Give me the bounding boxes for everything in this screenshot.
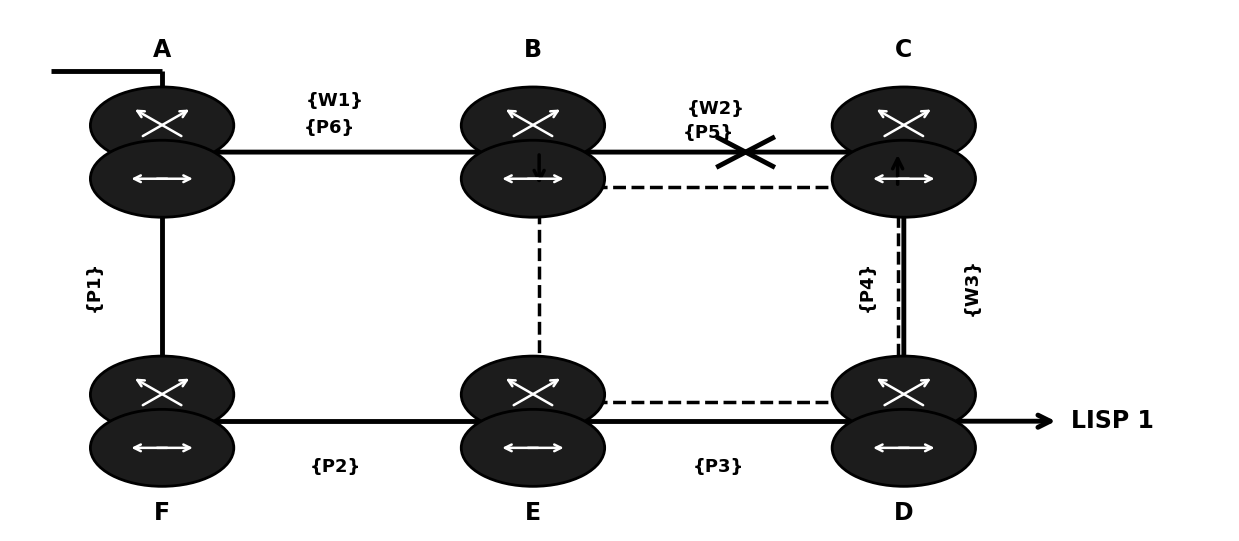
Text: {W1}: {W1} bbox=[306, 92, 364, 110]
Ellipse shape bbox=[461, 410, 605, 486]
Ellipse shape bbox=[833, 356, 975, 433]
Text: C: C bbox=[896, 38, 912, 62]
Text: B: B bbox=[524, 38, 541, 62]
Ellipse shape bbox=[461, 140, 605, 217]
Ellipse shape bbox=[833, 140, 975, 217]
Text: {P5}: {P5} bbox=[683, 124, 735, 142]
Ellipse shape bbox=[833, 410, 975, 486]
Ellipse shape bbox=[833, 87, 975, 164]
Text: {P6}: {P6} bbox=[304, 119, 354, 137]
Text: E: E bbox=[525, 501, 541, 525]
Bar bbox=[539, 187, 897, 403]
Text: F: F bbox=[154, 501, 170, 525]
Ellipse shape bbox=[90, 140, 234, 217]
Text: {P1}: {P1} bbox=[85, 261, 103, 312]
Text: {W2}: {W2} bbox=[686, 100, 745, 118]
Ellipse shape bbox=[90, 410, 234, 486]
Text: {W3}: {W3} bbox=[963, 258, 981, 315]
Ellipse shape bbox=[461, 87, 605, 164]
Ellipse shape bbox=[90, 87, 234, 164]
Text: D: D bbox=[895, 501, 913, 525]
Text: {P3}: {P3} bbox=[693, 458, 745, 476]
Text: {P2}: {P2} bbox=[310, 458, 361, 476]
Ellipse shape bbox=[90, 356, 234, 433]
Ellipse shape bbox=[461, 356, 605, 433]
Text: A: A bbox=[152, 38, 171, 62]
Text: LISP 1: LISP 1 bbox=[1070, 409, 1154, 433]
Text: {P4}: {P4} bbox=[857, 261, 876, 312]
